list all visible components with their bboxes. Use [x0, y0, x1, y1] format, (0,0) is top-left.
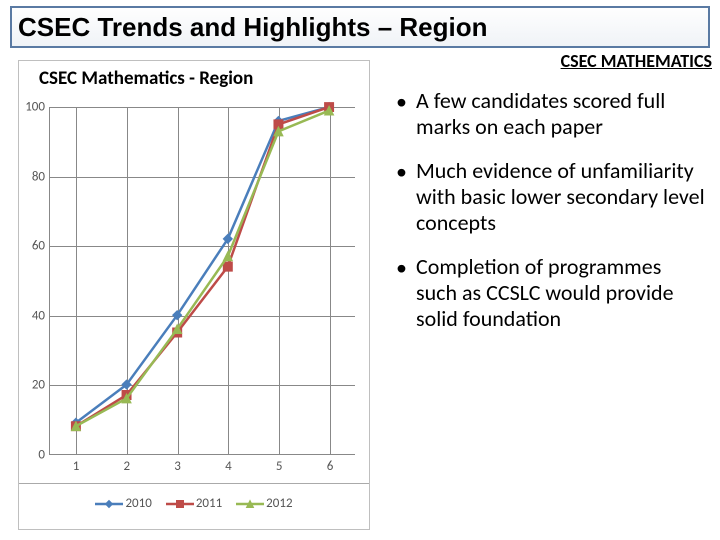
section-subhead: CSEC MATHEMATICS	[561, 50, 712, 72]
y-tick-label: 60	[15, 239, 45, 254]
legend-item-2012: 2012	[236, 496, 292, 511]
bullet-item: •Much evidence of unfamiliarity with bas…	[396, 158, 706, 236]
x-tick-label: 3	[158, 459, 198, 474]
series-line-2012	[76, 111, 329, 427]
y-tick-label: 20	[15, 378, 45, 393]
series-marker-2011	[223, 262, 232, 271]
legend-marker-2011-icon	[166, 498, 194, 510]
legend-label: 2011	[196, 496, 222, 511]
x-tick-label: 2	[107, 459, 147, 474]
x-tick-label: 4	[208, 459, 248, 474]
y-tick-label: 100	[15, 100, 45, 115]
y-tick-label: 0	[15, 448, 45, 463]
bullet-text: Completion of programmes such as CCSLC w…	[416, 254, 706, 332]
title-band: CSEC Trends and Highlights – Region	[10, 6, 710, 48]
bullet-text: Much evidence of unfamiliarity with basi…	[416, 158, 706, 236]
bullet-item: •Completion of programmes such as CCSLC …	[396, 254, 706, 332]
bullet-item: •A few candidates scored full marks on e…	[396, 88, 706, 140]
x-tick-label: 5	[259, 459, 299, 474]
bullet-text: A few candidates scored full marks on ea…	[416, 88, 706, 140]
bullet-dot-icon: •	[396, 254, 416, 332]
series-line-2011	[76, 107, 329, 426]
chart-title: CSEC Mathematics - Region	[39, 67, 253, 90]
y-tick-label: 40	[15, 308, 45, 323]
y-tick-label: 80	[15, 169, 45, 184]
bullet-list: •A few candidates scored full marks on e…	[396, 88, 706, 350]
x-tick-label: 6	[310, 459, 350, 474]
chart-legend: 2010 2011 2012	[19, 483, 369, 523]
bullet-dot-icon: •	[396, 158, 416, 236]
legend-marker-2012-icon	[236, 498, 264, 510]
chart-svg	[50, 107, 355, 454]
series-line-2010	[76, 107, 329, 423]
legend-marker-2010-icon	[95, 498, 123, 510]
chart-container: CSEC Mathematics - Region 02040608010012…	[18, 60, 370, 530]
page-title: CSEC Trends and Highlights – Region	[18, 12, 488, 43]
legend-item-2010: 2010	[95, 496, 151, 511]
bullet-dot-icon: •	[396, 88, 416, 140]
legend-item-2011: 2011	[166, 496, 222, 511]
x-tick-label: 1	[56, 459, 96, 474]
chart-plot-area: 020406080100123456	[49, 107, 355, 455]
legend-label: 2012	[266, 496, 292, 511]
legend-label: 2010	[125, 496, 151, 511]
